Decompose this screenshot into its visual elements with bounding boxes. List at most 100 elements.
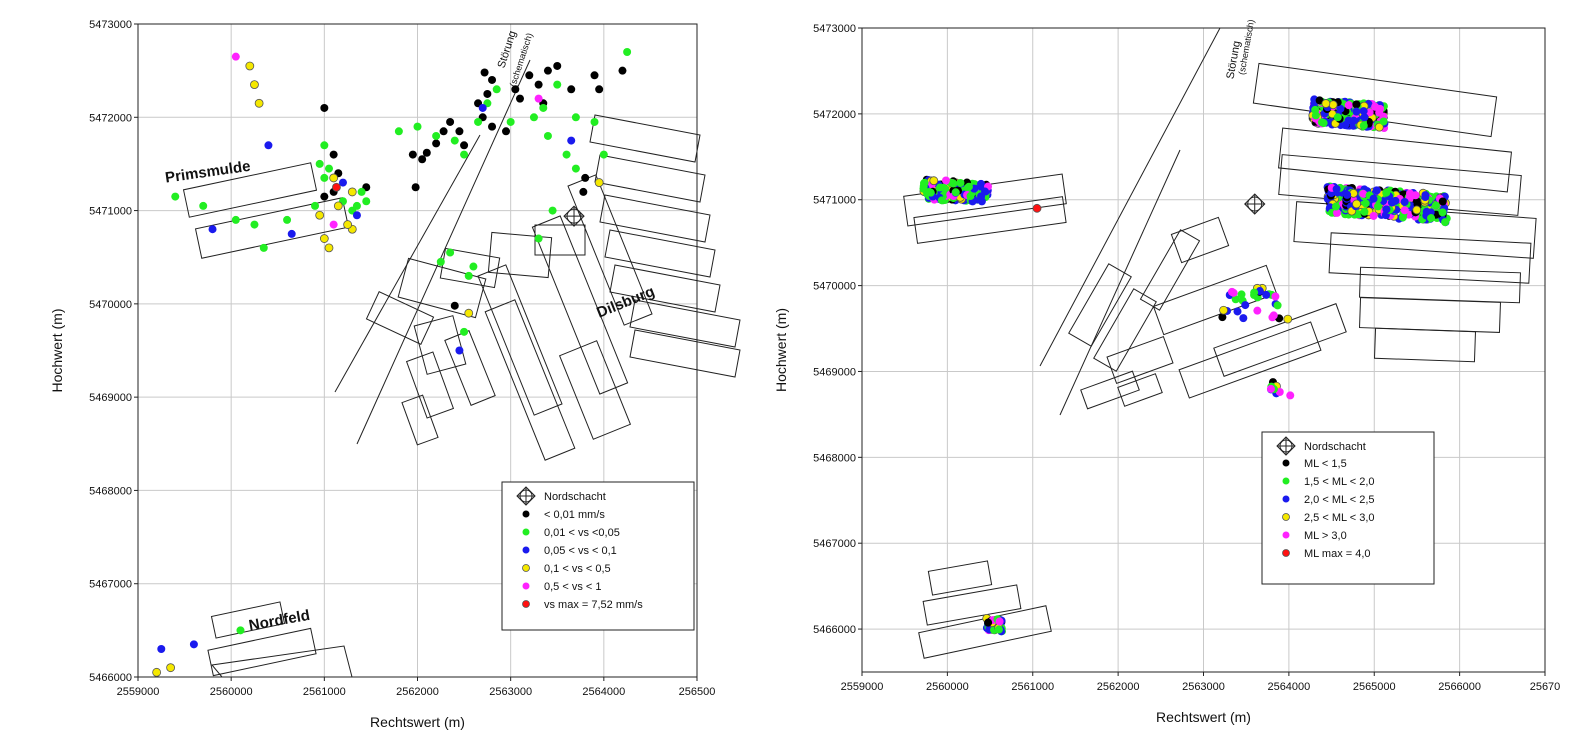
data-point [1382,188,1391,197]
data-point [1421,191,1430,200]
data-point [199,201,208,210]
data-point [352,211,361,220]
data-point [436,257,445,266]
data-point [352,201,361,210]
data-point [623,47,632,56]
data-point [511,85,520,94]
field-dilsburg [487,231,553,279]
data-point [1369,194,1378,203]
data-point [250,220,259,229]
data-point [1262,290,1271,299]
data-point [320,141,329,150]
data-point [422,148,431,157]
fault-line [1039,27,1221,367]
data-point [319,234,329,243]
legend-marker [1282,477,1290,485]
field-central [1068,263,1132,347]
legend-marker [1282,513,1290,521]
data-point [951,188,960,197]
legend-box [1261,431,1435,585]
data-point [1229,288,1238,297]
data-point [543,66,552,75]
data-point [984,618,993,627]
x-tick-label: 2561000 [303,686,346,698]
y-tick-label: 5468000 [813,452,856,464]
field-nordfeld [210,601,286,639]
data-point [231,52,240,61]
nordschacht-icon-cross [516,486,536,506]
data-point [357,187,366,196]
data-point [567,136,576,145]
data-point [937,196,946,205]
data-point [231,215,240,224]
data-point [464,271,473,280]
data-point [320,192,329,201]
data-point [329,150,338,159]
legend-marker [522,564,530,572]
data-point [920,178,929,187]
data-point [329,220,338,229]
data-point [1441,218,1450,227]
data-point [539,103,548,112]
field-east [1328,232,1532,284]
data-point [1233,307,1242,316]
legend-label: 0,1 < vs < 0,5 [544,563,611,575]
area-label: Primsmulde [164,158,251,187]
x-tick-label: 2561000 [1011,681,1054,693]
data-point [1344,101,1353,110]
field-dilsburg [558,340,632,440]
data-point-max [1032,203,1042,213]
data-point [534,80,543,89]
legend-marker [522,528,530,536]
field-east [1373,327,1477,363]
x-tick-label: 2562000 [1097,681,1140,693]
data-point [571,164,580,173]
data-point [964,182,973,191]
legend-marker [1282,549,1290,557]
data-point [329,173,339,183]
data-point [446,248,455,257]
data-point [599,150,608,159]
data-point [506,117,515,126]
data-point [548,206,557,215]
field-central [1170,216,1230,264]
y-tick-label: 5467000 [89,579,132,591]
left-chart: 2559000 2560000 2561000 2562000 2563000 25640… [49,19,741,730]
data-point [208,225,217,234]
field-south [918,605,1052,659]
data-point [1374,202,1383,211]
field-east [594,154,706,203]
data-point [1398,213,1407,222]
data-point [1286,391,1295,400]
y-tick-label: 5470000 [813,281,856,293]
data-point [432,139,441,148]
data-point [1359,121,1368,130]
field-east [599,194,711,243]
x-tick-label: 2566000 [1438,681,1481,693]
data-point [460,150,469,159]
data-point [1269,311,1278,320]
data-point [1218,313,1227,322]
data-point [1250,288,1259,297]
data-point [1387,198,1396,207]
data-point [1239,314,1248,323]
data-point [464,308,474,318]
legend-marker [522,510,530,518]
data-point [579,187,588,196]
data-point [446,117,455,126]
data-point [1438,208,1447,217]
legend-marker [1282,459,1290,467]
field-nordfeld [211,645,353,678]
x-tick-label: 2564000 [582,686,625,698]
data-point [981,187,990,196]
data-point [333,201,343,211]
legend-label: ML max = 4,0 [1304,548,1371,560]
field-east [589,114,701,163]
plot-frame [137,23,698,678]
x-tick-label: 2565000 [1353,681,1396,693]
data-point [152,667,162,677]
field-east [604,229,716,278]
data-point [1400,197,1409,206]
data-point [1400,206,1409,215]
